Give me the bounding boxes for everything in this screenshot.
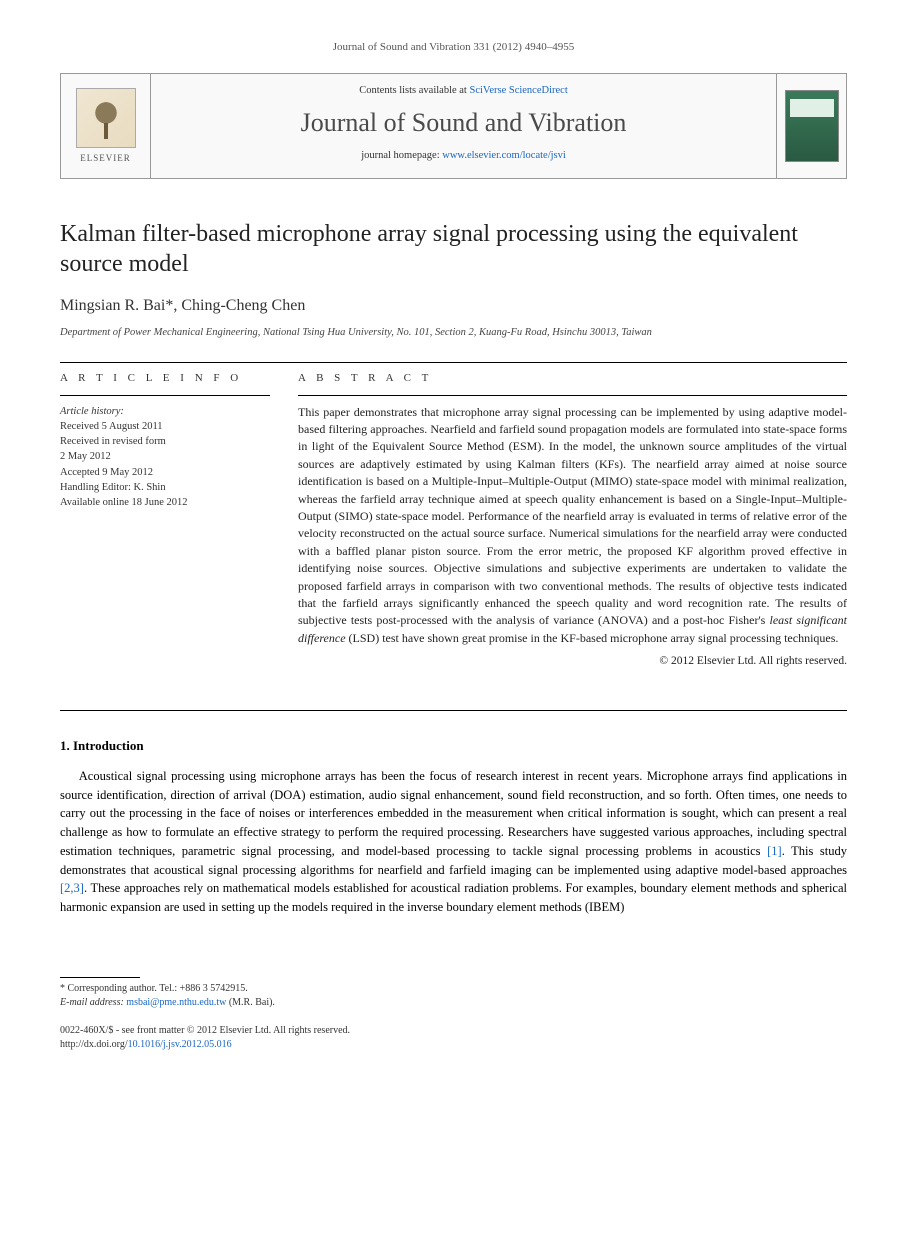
abstract-label: A B S T R A C T [298,363,847,394]
header-citation: Journal of Sound and Vibration 331 (2012… [60,40,847,55]
ref-link-2-3[interactable]: [2,3] [60,881,84,895]
homepage-link[interactable]: www.elsevier.com/locate/jsvi [442,150,566,161]
doi-prefix: http://dx.doi.org/ [60,1039,128,1050]
history-heading: Article history: [60,404,270,419]
elsevier-brand: ELSEVIER [80,152,131,165]
history-accepted: Accepted 9 May 2012 [60,465,270,480]
history-editor: Handling Editor: K. Shin [60,480,270,495]
ref-link-1[interactable]: [1] [767,844,782,858]
introduction-heading: 1. Introduction [60,737,847,755]
email-suffix: (M.R. Bai). [226,997,275,1008]
email-address[interactable]: msbai@pme.nthu.edu.tw [126,997,226,1008]
affiliation: Department of Power Mechanical Engineeri… [60,326,847,341]
masthead-center: Contents lists available at SciVerse Sci… [151,74,776,178]
history-received: Received 5 August 2011 [60,419,270,434]
sciencedirect-link[interactable]: SciVerse ScienceDirect [469,85,567,96]
elsevier-logo: ELSEVIER [61,74,151,178]
history-revised-1: Received in revised form [60,434,270,449]
article-info-label: A R T I C L E I N F O [60,363,270,394]
copyright-block: 0022-460X/$ - see front matter © 2012 El… [60,1024,847,1052]
abstract-italic: least significant difference [298,613,847,644]
history-revised-2: 2 May 2012 [60,449,270,464]
intro-text-post: . These approaches rely on mathematical … [60,881,847,914]
introduction-section: 1. Introduction Acoustical signal proces… [60,737,847,917]
abstract-column: A B S T R A C T This paper demonstrates … [298,363,847,670]
corresponding-line: * Corresponding author. Tel.: +886 3 574… [60,982,847,996]
abstract-copyright: © 2012 Elsevier Ltd. All rights reserved… [298,653,847,670]
email-label: E-mail address: [60,997,126,1008]
contents-line: Contents lists available at SciVerse Sci… [159,84,768,99]
authors: Mingsian R. Bai*, Ching-Cheng Chen [60,295,847,317]
rule-bottom [60,710,847,711]
introduction-paragraph: Acoustical signal processing using micro… [60,767,847,917]
front-matter-line: 0022-460X/$ - see front matter © 2012 El… [60,1024,847,1038]
article-history: Article history: Received 5 August 2011 … [60,396,270,511]
homepage-prefix: journal homepage: [361,150,442,161]
homepage-line: journal homepage: www.elsevier.com/locat… [159,149,768,164]
history-online: Available online 18 June 2012 [60,495,270,510]
doi-link[interactable]: 10.1016/j.jsv.2012.05.016 [128,1039,232,1050]
cover-thumb-icon [785,90,839,162]
contents-prefix: Contents lists available at [359,85,469,96]
elsevier-tree-icon [76,88,136,148]
info-abstract-row: A R T I C L E I N F O Article history: R… [60,363,847,670]
footnote-rule [60,977,140,978]
footer-block: * Corresponding author. Tel.: +886 3 574… [60,977,847,1052]
masthead: ELSEVIER Contents lists available at Sci… [60,73,847,179]
article-info-column: A R T I C L E I N F O Article history: R… [60,363,270,670]
corresponding-footnote: * Corresponding author. Tel.: +886 3 574… [60,982,847,1010]
journal-cover [776,74,846,178]
abstract-text: This paper demonstrates that microphone … [298,396,847,670]
doi-line: http://dx.doi.org/10.1016/j.jsv.2012.05.… [60,1038,847,1052]
intro-text-pre: Acoustical signal processing using micro… [60,769,847,858]
email-line: E-mail address: msbai@pme.nthu.edu.tw (M… [60,996,847,1010]
article-title: Kalman filter-based microphone array sig… [60,219,847,279]
journal-name: Journal of Sound and Vibration [159,105,768,141]
